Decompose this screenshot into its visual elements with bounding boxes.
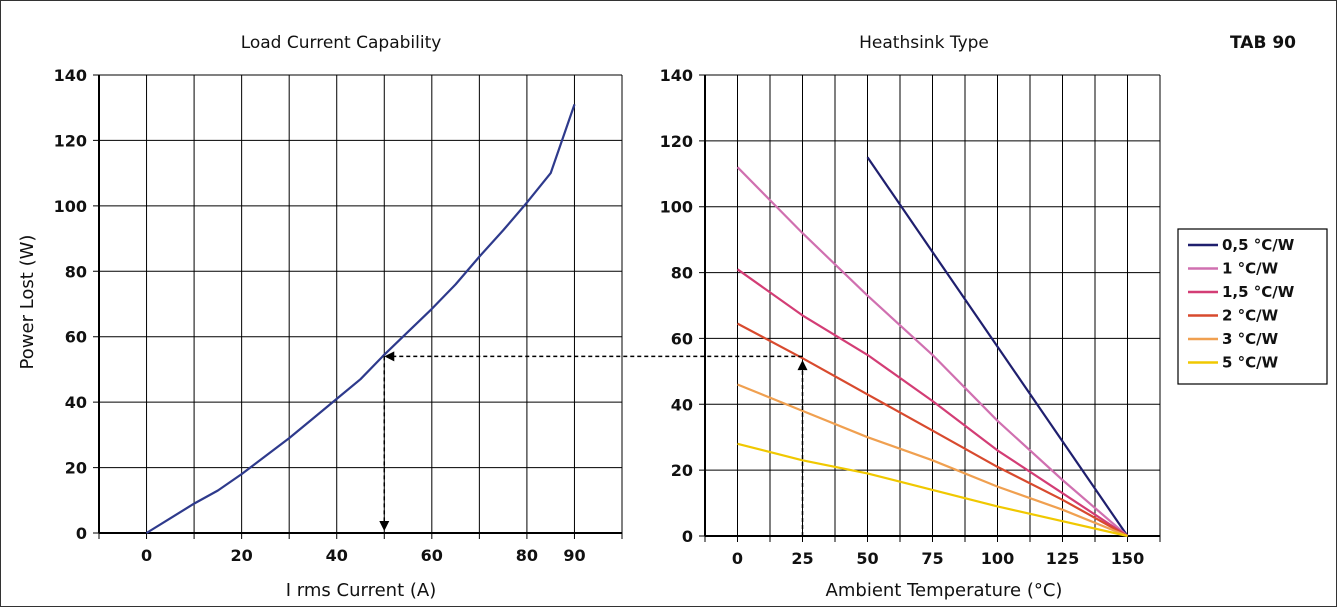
legend-label: 3 °C/W bbox=[1222, 330, 1279, 348]
right-xtick-label: 125 bbox=[1046, 549, 1079, 568]
legend-label: 0,5 °C/W bbox=[1222, 236, 1295, 254]
legend: 0,5 °C/W 1 °C/W 1,5 °C/W 2 °C/W 3 °C/W 5 °C/W bbox=[1177, 228, 1328, 385]
left-ytick-label: 20 bbox=[65, 459, 87, 478]
guide-arrow-left bbox=[384, 351, 395, 362]
chart-right-xlabel: Ambient Temperature (°C) bbox=[826, 580, 1063, 601]
right-xtick-label: 0 bbox=[732, 549, 743, 568]
right-ytick-label: 80 bbox=[671, 264, 693, 283]
dashed-guides bbox=[379, 351, 808, 536]
right-ytick-label: 0 bbox=[682, 527, 693, 546]
chart-left-xlabel: I rms Current (A) bbox=[286, 580, 436, 601]
left-xtick-label: 20 bbox=[231, 546, 253, 565]
legend-label: 2 °C/W bbox=[1222, 307, 1279, 325]
guide-arrow-up bbox=[797, 360, 808, 371]
chart-right-series bbox=[736, 156, 1129, 538]
right-series-line-3 bbox=[736, 322, 1129, 537]
left-xtick-label: 40 bbox=[326, 546, 348, 565]
chart-right-title: Heathsink Type bbox=[859, 33, 989, 53]
right-xtick-label: 50 bbox=[856, 549, 878, 568]
right-ytick-label: 140 bbox=[660, 66, 693, 85]
left-ytick-label: 0 bbox=[76, 524, 87, 543]
left-xtick-label: 90 bbox=[563, 546, 585, 565]
chart-load-current: Load Current Capability I rms Current (A… bbox=[17, 33, 623, 601]
right-xtick-label: 150 bbox=[1111, 549, 1144, 568]
chart-left-ylabel: Power Lost (W) bbox=[17, 235, 38, 370]
legend-box bbox=[1177, 228, 1328, 385]
right-ytick-label: 40 bbox=[671, 395, 693, 414]
left-ytick-label: 60 bbox=[65, 328, 87, 347]
left-ytick-label: 100 bbox=[54, 197, 87, 216]
right-xtick-label: 75 bbox=[921, 549, 943, 568]
right-ytick-label: 120 bbox=[660, 132, 693, 151]
chart-left-title: Load Current Capability bbox=[241, 33, 442, 53]
guide-arrow-down bbox=[379, 521, 390, 531]
left-series-line-0 bbox=[145, 104, 576, 534]
right-xtick-label: 100 bbox=[981, 549, 1014, 568]
chart-left-grid bbox=[93, 74, 623, 539]
chart-left-ticks: 0 20 40 60 80 100 120 140 0 20 40 60 80 90 bbox=[54, 66, 586, 565]
chart-right-grid bbox=[699, 74, 1161, 542]
right-ytick-label: 100 bbox=[660, 198, 693, 217]
left-ytick-label: 80 bbox=[65, 262, 87, 281]
chart-heatsink: Heathsink Type Ambient Temperature (°C) … bbox=[660, 33, 1161, 601]
right-series-line-0 bbox=[866, 156, 1129, 537]
legend-label: 1,5 °C/W bbox=[1222, 283, 1295, 301]
right-series-line-4 bbox=[737, 383, 1128, 538]
chart-left-series bbox=[145, 104, 576, 534]
right-ytick-label: 20 bbox=[671, 461, 693, 480]
left-xtick-label: 0 bbox=[141, 546, 152, 565]
right-series-line-5 bbox=[737, 442, 1128, 538]
legend-label: 1 °C/W bbox=[1222, 260, 1279, 278]
left-ytick-label: 120 bbox=[54, 131, 87, 150]
left-ytick-label: 140 bbox=[54, 66, 87, 85]
left-xtick-label: 60 bbox=[421, 546, 443, 565]
right-xtick-label: 25 bbox=[791, 549, 813, 568]
corner-label: TAB 90 bbox=[1230, 33, 1296, 53]
chart-right-ticks: 0 20 40 60 80 100 120 140 0 25 50 75 100 125 150 bbox=[660, 66, 1145, 568]
right-ytick-label: 60 bbox=[671, 329, 693, 348]
right-series-line-2 bbox=[736, 268, 1129, 537]
right-series-line-1 bbox=[736, 166, 1129, 537]
left-ytick-label: 40 bbox=[65, 393, 87, 412]
legend-label: 5 °C/W bbox=[1222, 354, 1279, 372]
left-xtick-label: 80 bbox=[516, 546, 538, 565]
